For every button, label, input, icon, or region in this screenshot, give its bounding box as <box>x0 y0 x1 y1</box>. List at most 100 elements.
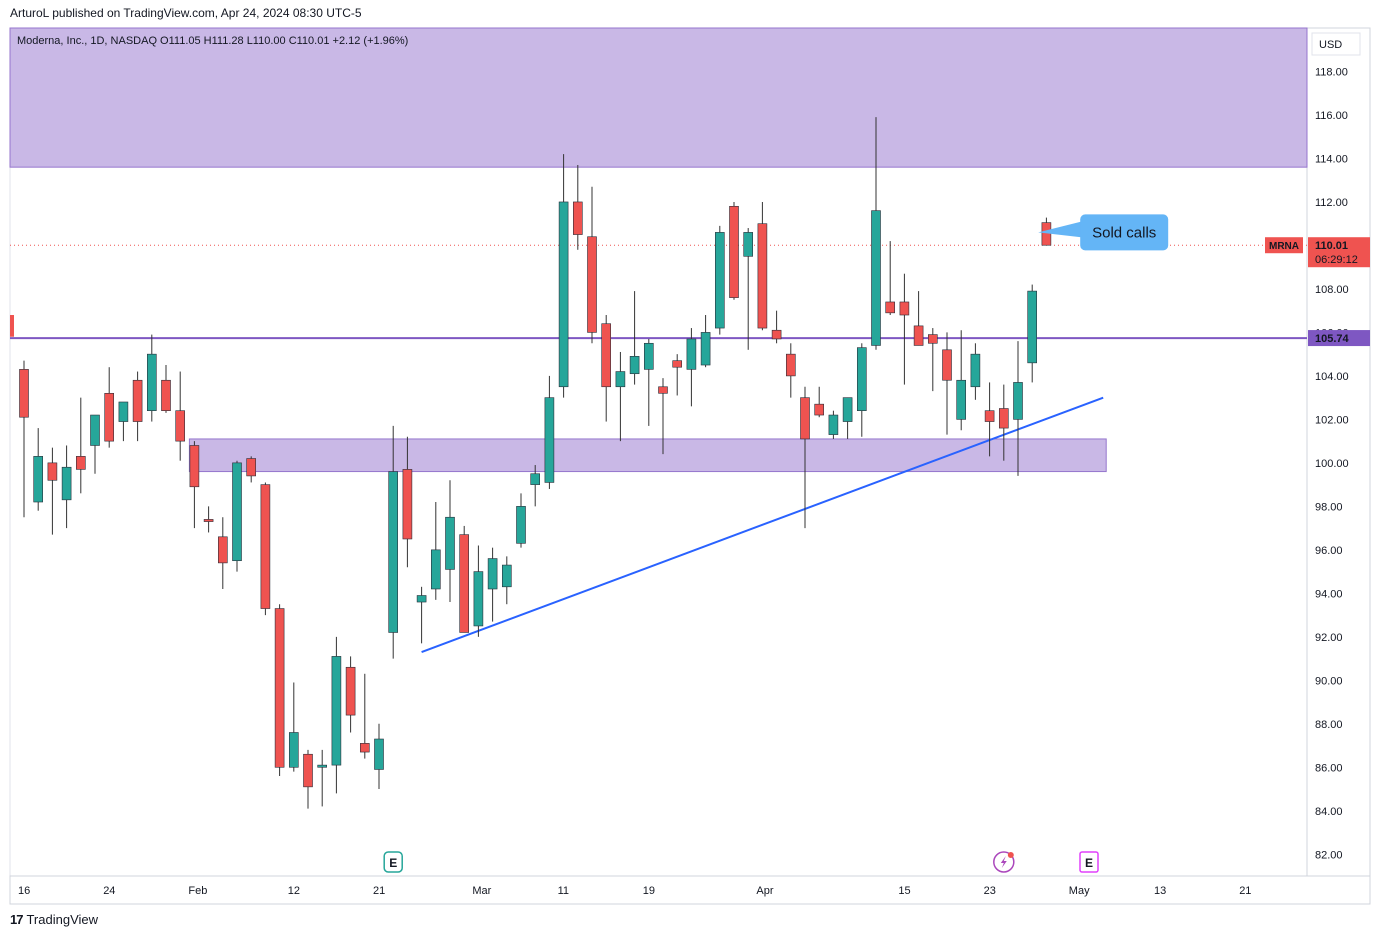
candle-down[interactable] <box>76 456 86 470</box>
candle-down[interactable] <box>402 469 413 540</box>
candle-up[interactable] <box>970 353 981 388</box>
candle-up[interactable] <box>388 471 399 633</box>
candle-up[interactable] <box>629 356 640 375</box>
candle-up[interactable] <box>118 401 129 422</box>
candle-up[interactable] <box>61 466 72 501</box>
candle-up[interactable] <box>558 201 569 388</box>
y-tick-label: 108.00 <box>1315 284 1349 296</box>
x-tick-label: Mar <box>472 885 491 897</box>
last-price-tag[interactable] <box>1308 237 1370 268</box>
tradingview-footer[interactable]: 17 TradingView <box>10 912 98 927</box>
x-tick-label: 12 <box>288 885 300 897</box>
candle-up[interactable] <box>416 595 427 603</box>
candle-up[interactable] <box>288 732 299 768</box>
candle-up[interactable] <box>530 473 541 485</box>
candle-up[interactable] <box>643 342 654 370</box>
candle-down[interactable] <box>132 379 143 422</box>
y-tick-label: 94.00 <box>1315 588 1343 600</box>
candle-down[interactable] <box>345 666 356 716</box>
candle-down[interactable] <box>175 410 185 442</box>
candle-down[interactable] <box>260 484 271 609</box>
candle-up[interactable] <box>430 549 441 590</box>
symbol-tag[interactable] <box>1265 237 1303 254</box>
candle-down[interactable] <box>218 536 228 564</box>
candle-down[interactable] <box>771 329 782 340</box>
candle-down[interactable] <box>942 349 952 381</box>
candle-up[interactable] <box>871 210 881 346</box>
currency-label: USD <box>1319 39 1342 51</box>
y-tick-label: 84.00 <box>1315 806 1343 818</box>
candle-up[interactable] <box>147 353 157 411</box>
candle-up[interactable] <box>516 506 526 544</box>
candle-up[interactable] <box>856 347 867 411</box>
candle-up[interactable] <box>1027 290 1037 364</box>
candle-up[interactable] <box>501 564 512 588</box>
candle-down[interactable] <box>729 205 739 298</box>
candle-up[interactable] <box>700 332 711 366</box>
earnings-icon-label: E <box>389 856 397 870</box>
publisher-header: ArturoL published on TradingView.com, Ap… <box>10 6 362 20</box>
candle-up[interactable] <box>828 414 839 435</box>
candle-up[interactable] <box>714 232 725 329</box>
level-price-tag[interactable] <box>1308 330 1370 347</box>
candle-down[interactable] <box>161 379 171 411</box>
candle-up[interactable] <box>445 516 455 570</box>
candle-down[interactable] <box>913 325 924 346</box>
candle-up[interactable] <box>743 232 754 257</box>
candle-up[interactable] <box>615 371 626 388</box>
candle-down[interactable] <box>459 534 470 633</box>
candle-up[interactable] <box>374 738 384 770</box>
candle-down[interactable] <box>601 323 612 388</box>
candle-down[interactable] <box>587 236 597 333</box>
supply-demand-zone <box>9 27 1308 168</box>
candle-down[interactable] <box>927 334 938 344</box>
y-tick-label: 114.00 <box>1315 153 1348 165</box>
candle-up[interactable] <box>90 414 100 446</box>
candle-up[interactable] <box>33 456 44 503</box>
candle-down[interactable] <box>1041 222 1052 246</box>
candle-down[interactable] <box>814 403 825 416</box>
candle-down[interactable] <box>800 397 810 440</box>
candle-down[interactable] <box>998 408 1009 429</box>
earnings-icon[interactable] <box>383 851 403 873</box>
candle-up[interactable] <box>1013 382 1023 420</box>
currency-box[interactable] <box>1311 32 1361 56</box>
x-tick-label: 11 <box>558 885 569 897</box>
candle-down[interactable] <box>984 410 995 422</box>
callout-text: Sold calls <box>1092 224 1156 241</box>
candle-down[interactable] <box>246 458 256 477</box>
time-axis[interactable] <box>9 875 1371 905</box>
candle-down[interactable] <box>899 301 910 316</box>
candle-down[interactable] <box>757 223 768 329</box>
x-tick-label: 21 <box>1239 885 1251 897</box>
candle-up[interactable] <box>842 397 853 422</box>
candle-up[interactable] <box>686 338 697 370</box>
candle-down[interactable] <box>19 369 29 418</box>
upcoming-earnings-icon[interactable] <box>1079 851 1099 873</box>
candle-down[interactable] <box>572 201 583 235</box>
symbol-tag-text: MRNA <box>1269 241 1299 252</box>
x-tick-label: 13 <box>1154 885 1166 897</box>
x-tick-label: May <box>1069 885 1090 897</box>
candle-down[interactable] <box>303 753 313 788</box>
callout-bubble[interactable] <box>1080 214 1169 251</box>
candle-up[interactable] <box>317 764 328 768</box>
candlestick-chart[interactable]: 82.00 84.00 86.00 88.00 90.00 92.00 94.00 96.00… <box>0 0 1380 910</box>
candle-up[interactable] <box>473 571 484 627</box>
candle-up[interactable] <box>956 379 967 420</box>
y-tick-label: 82.00 <box>1315 849 1343 861</box>
candle-down[interactable] <box>359 743 370 753</box>
candle-up[interactable] <box>487 558 498 590</box>
candle-up[interactable] <box>544 397 555 483</box>
candle-up[interactable] <box>331 656 342 766</box>
candle-down[interactable] <box>885 301 896 314</box>
candle-down[interactable] <box>189 445 200 488</box>
candle-down[interactable] <box>274 608 285 768</box>
candle-up[interactable] <box>232 462 242 562</box>
candle-down[interactable] <box>104 392 114 442</box>
candle-down[interactable] <box>47 462 58 481</box>
candle-down[interactable] <box>672 360 683 368</box>
candle-down[interactable] <box>203 519 214 522</box>
candle-down[interactable] <box>785 353 796 377</box>
candle-down[interactable] <box>658 386 668 394</box>
